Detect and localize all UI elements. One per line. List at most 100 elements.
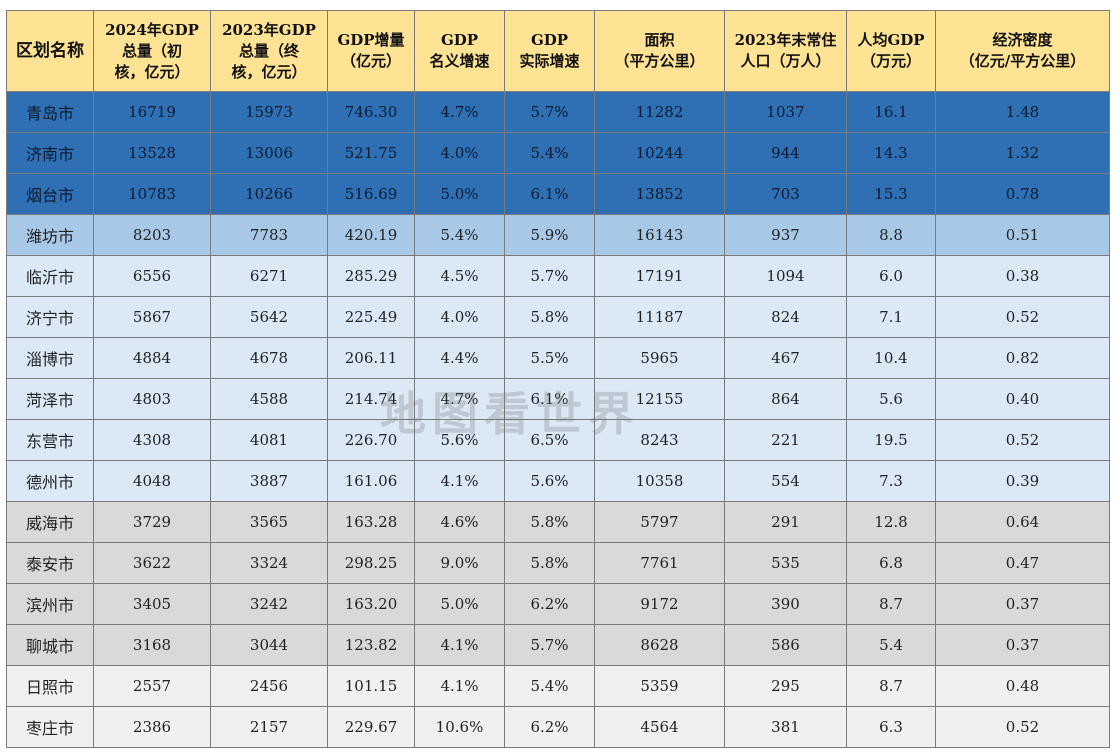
cell-gdp-increment: 163.20 [327, 583, 415, 625]
col-header-line: 2024年GDP [105, 20, 199, 39]
col-header-line: 经济密度 [992, 31, 1053, 49]
cell-gdp-per-capita: 7.1 [846, 296, 936, 338]
cell-population-2023: 703 [724, 173, 847, 215]
table-row: 滨州市 3405 3242 163.20 5.0% 6.2% 9172 390 8.7 0.37 [6, 583, 1110, 625]
cell-area: 8243 [594, 419, 725, 461]
cell-region-name: 枣庄市 [6, 706, 94, 748]
cell-population-2023: 1037 [724, 91, 847, 133]
cell-nominal-growth: 10.6% [414, 706, 505, 748]
cell-real-growth: 5.5% [504, 337, 595, 379]
gdp-table: 区划名称 2024年GDP 总量（初 核，亿元） 2023年GDP 总量（终 核，亿元） GD… [6, 10, 1110, 748]
table-row: 威海市 3729 3565 163.28 4.6% 5.8% 5797 291 12.8 0.64 [6, 501, 1110, 543]
cell-region-name: 潍坊市 [6, 214, 94, 256]
cell-gdp-per-capita: 6.0 [846, 255, 936, 297]
cell-region-name: 菏泽市 [6, 378, 94, 420]
cell-nominal-growth: 5.4% [414, 214, 505, 256]
col-header-gdp-2023: 2023年GDP 总量（终 核，亿元） [210, 10, 328, 92]
col-header-line: 2023年末常住 [734, 31, 837, 49]
table-row: 济宁市 5867 5642 225.49 4.0% 5.8% 11187 824 7.1 0.52 [6, 296, 1110, 338]
cell-gdp-2024: 4048 [93, 460, 211, 502]
cell-gdp-per-capita: 5.6 [846, 378, 936, 420]
cell-real-growth: 5.8% [504, 501, 595, 543]
cell-region-name: 德州市 [6, 460, 94, 502]
cell-population-2023: 390 [724, 583, 847, 625]
cell-area: 12155 [594, 378, 725, 420]
col-header-population-2023: 2023年末常住 人口（万人） [724, 10, 847, 92]
cell-area: 13852 [594, 173, 725, 215]
table-body: 青岛市 16719 15973 746.30 4.7% 5.7% 11282 1037 16.1… [6, 91, 1110, 748]
cell-gdp-per-capita: 10.4 [846, 337, 936, 379]
cell-gdp-2023: 2456 [210, 665, 328, 707]
col-header-line: 总量（终 [238, 41, 299, 60]
cell-nominal-growth: 4.1% [414, 460, 505, 502]
cell-real-growth: 5.7% [504, 624, 595, 666]
cell-nominal-growth: 5.0% [414, 173, 505, 215]
col-header-line: 总量（初 [121, 41, 182, 60]
cell-real-growth: 6.5% [504, 419, 595, 461]
cell-real-growth: 6.1% [504, 378, 595, 420]
cell-gdp-2023: 3887 [210, 460, 328, 502]
cell-gdp-per-capita: 19.5 [846, 419, 936, 461]
cell-population-2023: 944 [724, 132, 847, 174]
col-header-line: 实际增速 [519, 52, 580, 70]
cell-gdp-increment: 521.75 [327, 132, 415, 174]
cell-gdp-2023: 6271 [210, 255, 328, 297]
cell-economic-density: 1.32 [935, 132, 1110, 174]
cell-real-growth: 5.7% [504, 255, 595, 297]
cell-gdp-2024: 3622 [93, 542, 211, 584]
table-row: 淄博市 4884 4678 206.11 4.4% 5.5% 5965 467 10.4 0.82 [6, 337, 1110, 379]
cell-nominal-growth: 4.7% [414, 378, 505, 420]
cell-population-2023: 291 [724, 501, 847, 543]
cell-gdp-2023: 3324 [210, 542, 328, 584]
cell-gdp-2023: 2157 [210, 706, 328, 748]
cell-gdp-2023: 4678 [210, 337, 328, 379]
cell-gdp-2024: 4803 [93, 378, 211, 420]
cell-area: 10244 [594, 132, 725, 174]
col-header-gdp-per-capita: 人均GDP （万元） [846, 10, 936, 92]
cell-economic-density: 0.39 [935, 460, 1110, 502]
cell-area: 5965 [594, 337, 725, 379]
cell-gdp-2024: 6556 [93, 255, 211, 297]
cell-gdp-increment: 161.06 [327, 460, 415, 502]
cell-population-2023: 467 [724, 337, 847, 379]
cell-gdp-2024: 2557 [93, 665, 211, 707]
cell-gdp-2023: 3242 [210, 583, 328, 625]
cell-gdp-2023: 13006 [210, 132, 328, 174]
cell-region-name: 济南市 [6, 132, 94, 174]
cell-gdp-increment: 123.82 [327, 624, 415, 666]
cell-area: 17191 [594, 255, 725, 297]
cell-gdp-2023: 4588 [210, 378, 328, 420]
cell-nominal-growth: 4.0% [414, 132, 505, 174]
cell-economic-density: 0.52 [935, 419, 1110, 461]
cell-population-2023: 586 [724, 624, 847, 666]
col-header-gdp-increment: GDP增量 （亿元） [327, 10, 415, 92]
col-header-line: GDP [530, 31, 569, 49]
table-row: 济南市 13528 13006 521.75 4.0% 5.4% 10244 944 14.3 1… [6, 132, 1110, 174]
cell-area: 11187 [594, 296, 725, 338]
col-header-line: GDP [440, 31, 479, 49]
col-header-line: （万元） [860, 52, 921, 70]
cell-population-2023: 535 [724, 542, 847, 584]
table-row: 枣庄市 2386 2157 229.67 10.6% 6.2% 4564 381 6.3 0.52 [6, 706, 1110, 748]
cell-economic-density: 0.48 [935, 665, 1110, 707]
cell-gdp-increment: 206.11 [327, 337, 415, 379]
cell-economic-density: 0.64 [935, 501, 1110, 543]
table-row: 泰安市 3622 3324 298.25 9.0% 5.8% 7761 535 6.8 0.47 [6, 542, 1110, 584]
cell-gdp-2024: 4884 [93, 337, 211, 379]
cell-region-name: 临沂市 [6, 255, 94, 297]
cell-area: 16143 [594, 214, 725, 256]
col-header-line: 人均GDP [857, 31, 925, 49]
cell-real-growth: 5.8% [504, 542, 595, 584]
cell-gdp-increment: 420.19 [327, 214, 415, 256]
cell-area: 4564 [594, 706, 725, 748]
cell-gdp-2024: 3729 [93, 501, 211, 543]
col-header-line: 面积 [644, 31, 675, 49]
table-row: 烟台市 10783 10266 516.69 5.0% 6.1% 13852 703 15.3 0… [6, 173, 1110, 215]
cell-economic-density: 0.78 [935, 173, 1110, 215]
cell-population-2023: 824 [724, 296, 847, 338]
cell-gdp-increment: 226.70 [327, 419, 415, 461]
col-header-nominal-growth: GDP 名义增速 [414, 10, 505, 92]
cell-population-2023: 554 [724, 460, 847, 502]
table-row: 德州市 4048 3887 161.06 4.1% 5.6% 10358 554 7.3 0.39 [6, 460, 1110, 502]
cell-gdp-2024: 16719 [93, 91, 211, 133]
